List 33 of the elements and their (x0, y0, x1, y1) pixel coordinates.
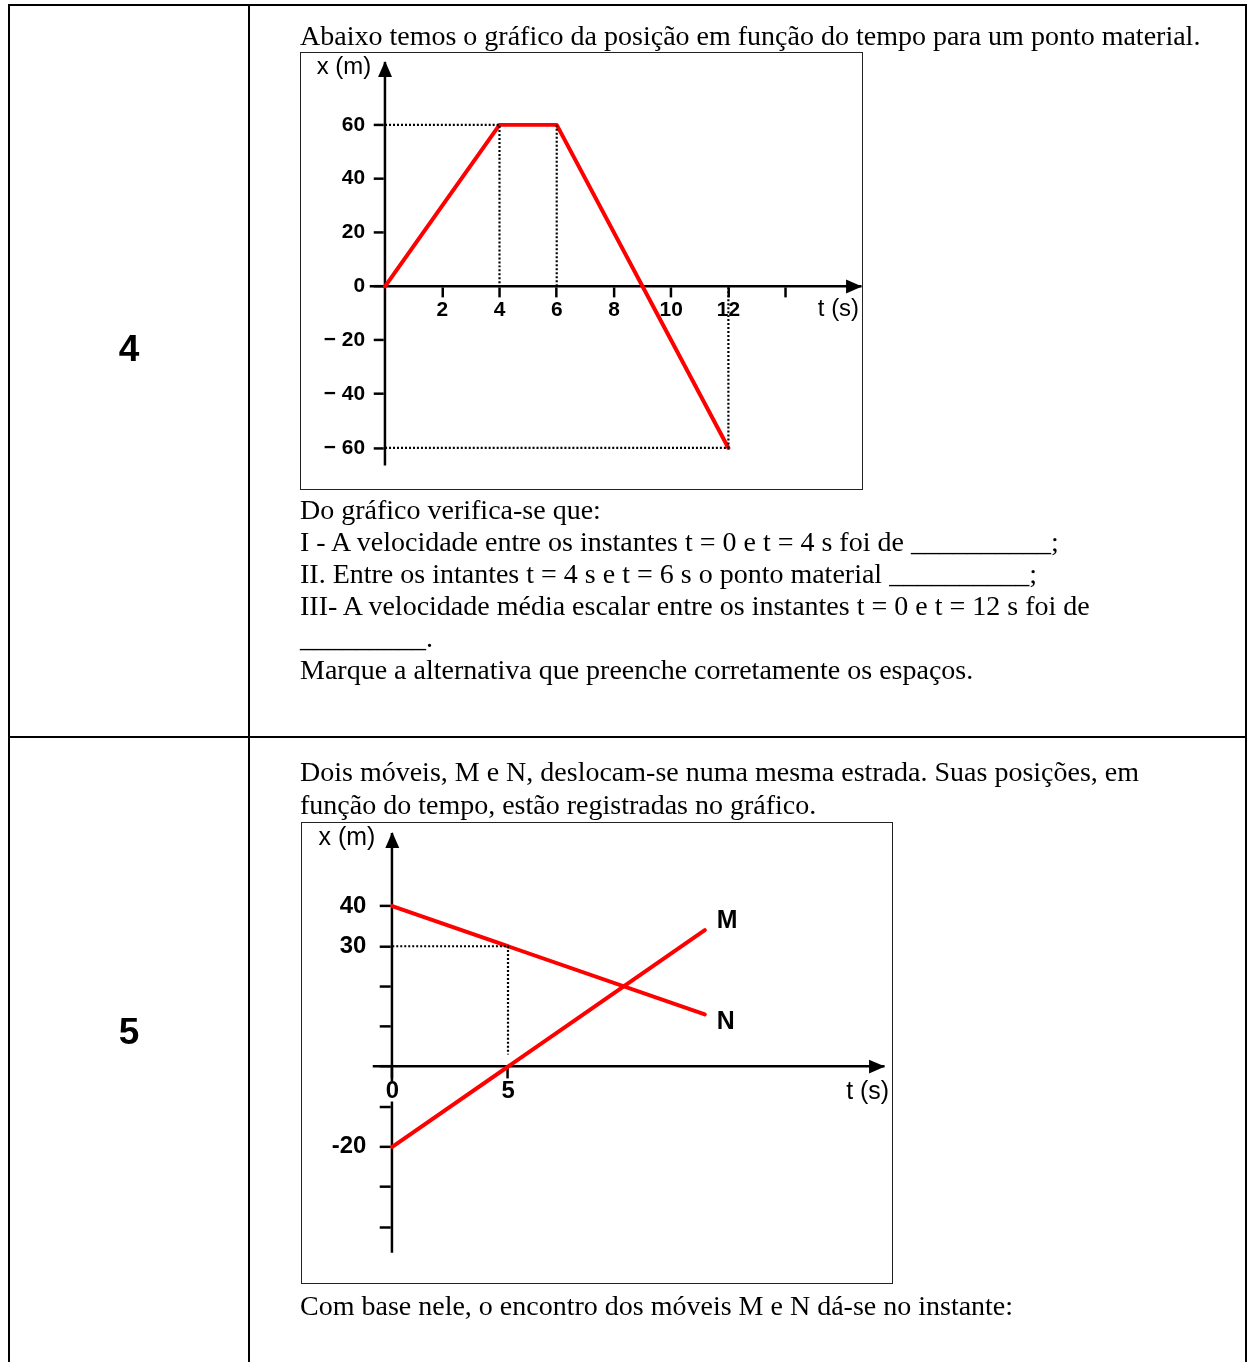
chart-subtitle: Abaixo temos o gráfico da posição em função do tempo para um ponto material. (300, 20, 1202, 52)
x-tick-label: 4 (493, 297, 506, 321)
x-tick-label: 2 (436, 297, 449, 321)
series-label: M (716, 905, 738, 934)
y-tick-label: 40 (339, 890, 367, 918)
x-tick-label: 8 (608, 297, 620, 321)
x-tick-label: 12 (716, 297, 741, 321)
y-axis-title: x (m) (318, 821, 376, 850)
x-axis-title: t (s) (817, 293, 860, 321)
text: Com base nele, o encontro dos móveis M e N dá-se no instante: (300, 1289, 1014, 1322)
y-axis-title: x (m) (316, 51, 372, 79)
y-tick-label: 0 (353, 273, 366, 297)
y-tick-label: 40 (341, 165, 366, 189)
text: II. Entre os intantes t = 4 s e t = 6 s o ponto material __________; (300, 558, 1038, 590)
x-tick-label: 10 (659, 297, 683, 321)
series-label: N (716, 1006, 735, 1035)
y-tick-label: 20 (341, 219, 366, 243)
y-tick-label: 60 (341, 111, 366, 135)
text: 5 (117, 1011, 141, 1054)
x-tick-label: 6 (550, 297, 563, 321)
text: Do gráfico verifica-se que: (300, 494, 602, 526)
y-tick-label: 30 (339, 930, 367, 958)
chart-subtitle: Dois móveis, M e N, deslocam-se numa mesma estrada. Suas posições, em função do tempo, estão registradas no gráfico. (300, 755, 1141, 821)
y-tick-label: − 40 (323, 380, 366, 404)
text: I - A velocidade entre os instantes t = 0 e t = 4 s foi de __________; (300, 526, 1060, 558)
x-axis-title: t (s) (846, 1076, 890, 1105)
y-tick-label: − 20 (323, 327, 366, 351)
text: _________. (300, 622, 434, 654)
text: III- A velocidade média escalar entre os instantes t = 0 e t = 12 s foi de (300, 590, 1090, 622)
text: Marque a alternativa que preenche corretamente os espaços. (300, 654, 975, 686)
y-tick-label: -20 (331, 1131, 367, 1159)
text: 4 (117, 328, 141, 371)
y-tick-label: − 60 (323, 434, 366, 458)
